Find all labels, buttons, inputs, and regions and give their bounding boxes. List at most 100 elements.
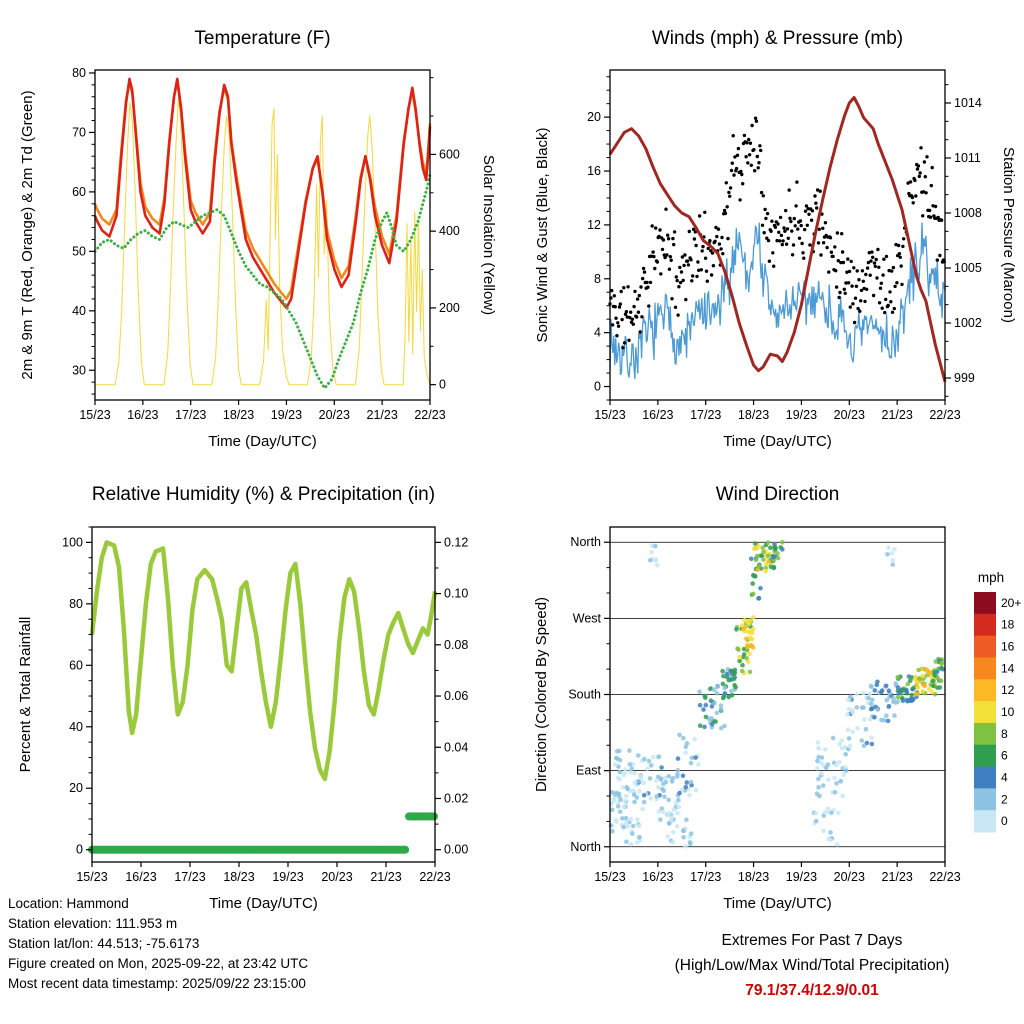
temperature-ylabel-right: Solar Insolation (Yellow) bbox=[480, 155, 497, 315]
svg-text:0.00: 0.00 bbox=[444, 843, 468, 857]
svg-text:18: 18 bbox=[1001, 618, 1015, 632]
svg-text:0: 0 bbox=[439, 378, 446, 392]
winds-pressure-chart: Winds (mph) & Pressure (mb) 15/23 16/23 17/… bbox=[534, 28, 1017, 450]
svg-text:18/23: 18/23 bbox=[738, 408, 769, 422]
svg-text:19/23: 19/23 bbox=[271, 408, 302, 422]
9m-temperature-series bbox=[93, 80, 432, 301]
svg-text:20: 20 bbox=[587, 110, 601, 124]
svg-text:20/23: 20/23 bbox=[834, 870, 865, 884]
rh-precip-frame bbox=[91, 526, 436, 863]
svg-text:15/23: 15/23 bbox=[76, 870, 107, 884]
extremes-values: 79.1/37.4/12.9/0.01 bbox=[745, 982, 879, 999]
temperature-y-axis-left: 30 40 50 60 70 80 bbox=[72, 66, 95, 395]
winds-pressure-x-axis: 15/23 16/23 17/23 18/23 19/23 20/23 21/23 22/23 bbox=[594, 400, 961, 422]
svg-text:North: North bbox=[570, 535, 601, 549]
svg-text:2: 2 bbox=[1001, 792, 1008, 806]
rh-precip-y-axis-left: 0 20 40 60 80 100 bbox=[62, 526, 92, 857]
temperature-title: Temperature (F) bbox=[194, 28, 330, 49]
svg-text:20/23: 20/23 bbox=[834, 408, 865, 422]
svg-text:60: 60 bbox=[72, 185, 86, 199]
svg-text:1008: 1008 bbox=[954, 206, 982, 220]
svg-text:20+: 20+ bbox=[1001, 596, 1021, 610]
svg-text:0.08: 0.08 bbox=[444, 638, 468, 652]
svg-text:30: 30 bbox=[72, 363, 86, 377]
svg-text:60: 60 bbox=[69, 658, 83, 672]
wind-gust-series bbox=[608, 116, 946, 350]
figure-created-timestamp: Figure created on Mon, 2025-09-22, at 23… bbox=[8, 956, 309, 971]
svg-text:21/23: 21/23 bbox=[882, 408, 913, 422]
svg-text:8: 8 bbox=[1001, 727, 1008, 741]
svg-text:1011: 1011 bbox=[954, 151, 981, 165]
svg-text:19/23: 19/23 bbox=[786, 408, 817, 422]
svg-text:1014: 1014 bbox=[954, 96, 982, 110]
svg-text:14: 14 bbox=[1001, 661, 1015, 675]
svg-text:17/23: 17/23 bbox=[174, 870, 205, 884]
svg-text:0.04: 0.04 bbox=[444, 740, 468, 754]
svg-text:200: 200 bbox=[439, 301, 460, 315]
svg-text:22/23: 22/23 bbox=[929, 408, 960, 422]
svg-text:12: 12 bbox=[587, 218, 601, 232]
svg-text:22/23: 22/23 bbox=[929, 870, 960, 884]
svg-text:17/23: 17/23 bbox=[690, 870, 721, 884]
svg-text:North: North bbox=[570, 840, 601, 854]
svg-text:0.10: 0.10 bbox=[444, 587, 468, 601]
svg-text:22/23: 22/23 bbox=[419, 870, 450, 884]
svg-text:East: East bbox=[576, 764, 602, 778]
svg-text:600: 600 bbox=[439, 147, 460, 161]
station-elevation: Station elevation: 111.953 m bbox=[8, 916, 178, 931]
svg-text:40: 40 bbox=[69, 720, 83, 734]
winds-pressure-y-axis-right: 999 1002 1005 1008 1011 1014 bbox=[945, 84, 982, 397]
svg-text:70: 70 bbox=[72, 125, 86, 139]
winds-pressure-ylabel-left: Sonic Wind & Gust (Blue, Black) bbox=[534, 127, 551, 342]
svg-text:6: 6 bbox=[1001, 749, 1008, 763]
wind-direction-gridlines bbox=[610, 541, 945, 848]
svg-text:22/23: 22/23 bbox=[414, 408, 445, 422]
svg-text:20/23: 20/23 bbox=[321, 870, 352, 884]
winds-pressure-title: Winds (mph) & Pressure (mb) bbox=[652, 28, 903, 49]
svg-text:16/23: 16/23 bbox=[127, 408, 158, 422]
wind-direction-ylabel-left: Direction (Colored By Speed) bbox=[533, 597, 550, 792]
svg-text:15/23: 15/23 bbox=[594, 870, 625, 884]
relative-humidity-series bbox=[89, 540, 438, 782]
temperature-y-axis-right: 0 200 400 600 bbox=[430, 77, 460, 392]
station-info: Location: Hammond Station elevation: 111… bbox=[8, 894, 308, 994]
svg-text:18/23: 18/23 bbox=[223, 408, 254, 422]
most-recent-data-timestamp: Most recent data timestamp: 2025/09/22 2… bbox=[8, 976, 306, 991]
temperature-chart: Temperature (F) 15/23 16/23 17/23 18/23 19/23… bbox=[19, 28, 497, 450]
svg-text:21/23: 21/23 bbox=[367, 408, 398, 422]
svg-text:21/23: 21/23 bbox=[882, 870, 913, 884]
winds-pressure-frame bbox=[609, 69, 946, 401]
svg-text:20: 20 bbox=[69, 781, 83, 795]
sonic-wind-series bbox=[609, 222, 946, 380]
extremes-subtitle: (High/Low/Max Wind/Total Precipitation) bbox=[674, 957, 950, 974]
svg-text:4: 4 bbox=[1001, 770, 1008, 784]
svg-text:80: 80 bbox=[72, 66, 86, 80]
temperature-frame bbox=[94, 69, 431, 401]
svg-text:21/23: 21/23 bbox=[370, 870, 401, 884]
station-location: Location: Hammond bbox=[8, 896, 129, 911]
station-pressure-series bbox=[608, 96, 947, 383]
wind-direction-title: Wind Direction bbox=[716, 484, 840, 505]
temperature-x-axis: 15/23 16/23 17/23 18/23 19/23 20/23 21/23 22/23 bbox=[79, 400, 446, 422]
svg-text:0: 0 bbox=[594, 380, 601, 394]
wind-direction-y-axis-left: North East South West North bbox=[568, 535, 610, 854]
solar-insolation-series bbox=[95, 98, 431, 386]
svg-text:4: 4 bbox=[594, 326, 601, 340]
extremes-title: Extremes For Past 7 Days bbox=[721, 932, 903, 949]
svg-text:10: 10 bbox=[1001, 705, 1015, 719]
svg-text:15/23: 15/23 bbox=[79, 408, 110, 422]
2m-dewpoint-series bbox=[93, 172, 432, 390]
rh-precip-ylabel-left: Percent & Total Rainfall bbox=[17, 617, 34, 773]
svg-text:0.06: 0.06 bbox=[444, 689, 468, 703]
2m-temperature-series bbox=[93, 77, 432, 310]
svg-text:17/23: 17/23 bbox=[690, 408, 721, 422]
svg-text:80: 80 bbox=[69, 597, 83, 611]
svg-text:18/23: 18/23 bbox=[223, 870, 254, 884]
svg-text:19/23: 19/23 bbox=[786, 870, 817, 884]
svg-text:16: 16 bbox=[587, 164, 601, 178]
svg-text:18/23: 18/23 bbox=[738, 870, 769, 884]
svg-text:16: 16 bbox=[1001, 640, 1015, 654]
wind-direction-x-axis: 15/23 16/23 17/23 18/23 19/23 20/23 21/23 22/23 bbox=[594, 862, 961, 884]
svg-text:40: 40 bbox=[72, 304, 86, 318]
